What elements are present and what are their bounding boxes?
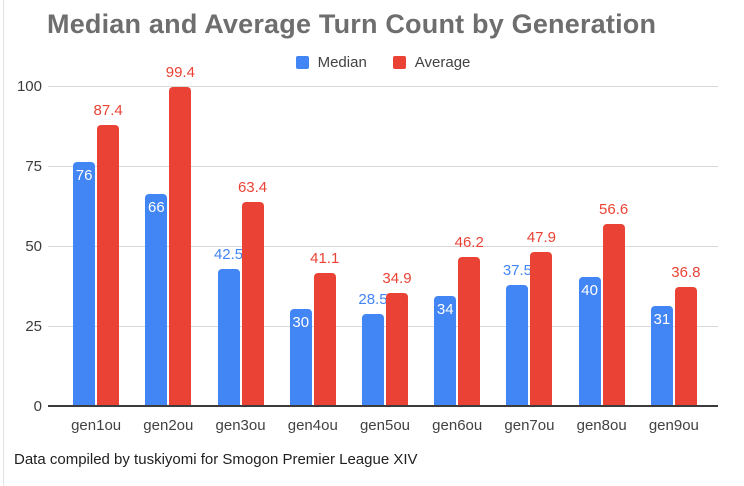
left-edge-divider — [3, 0, 4, 486]
bar-median-gen1ou[interactable]: 76 — [73, 161, 96, 405]
legend-item-average[interactable]: Average — [392, 54, 471, 71]
value-label-average-gen2ou: 99.4 — [165, 63, 195, 81]
bar-average-gen8ou[interactable]: 56.6 — [599, 201, 628, 405]
y-axis-tick-label-50: 50 — [25, 238, 42, 255]
value-label-median-gen6ou: 34 — [436, 301, 454, 319]
legend-item-median[interactable]: Median — [295, 54, 367, 71]
x-axis-label-gen5ou: gen5ou — [359, 417, 411, 434]
bar-median-gen8ou[interactable]: 40 — [578, 277, 601, 405]
bar-group-gen4ou: 30 41.1 — [277, 87, 349, 405]
bar-average-gen3ou[interactable]: 63.4 — [238, 179, 267, 405]
x-axis-line — [48, 405, 718, 407]
y-axis-tick-label-25: 25 — [25, 318, 42, 335]
footer-note: Data compiled by tuskiyomi for Smogon Pr… — [14, 451, 418, 468]
bar-average-gen6ou[interactable]: 46.2 — [455, 234, 484, 405]
legend-label: Median — [317, 54, 367, 71]
value-label-average-gen3ou: 63.4 — [237, 179, 268, 197]
x-axis-label-gen6ou: gen6ou — [432, 417, 483, 434]
chart-title: Median and Average Turn Count by Generat… — [47, 9, 657, 39]
value-label-average-gen8ou: 56.6 — [599, 200, 629, 218]
value-label-average-gen1ou: 87.4 — [93, 102, 123, 120]
bar-group-gen2ou: 66 99.4 — [132, 64, 204, 405]
value-label-median-gen5ou: 28.5 — [358, 290, 388, 308]
bar-average-gen5ou[interactable]: 34.9 — [382, 270, 412, 405]
bar-median-gen6ou[interactable]: 34 — [434, 296, 457, 405]
bar-group-gen1ou: 76 87.4 — [60, 87, 132, 405]
bar-average-gen9ou[interactable]: 36.8 — [671, 264, 700, 405]
value-label-median-gen9ou: 31 — [653, 310, 671, 328]
bar-median-gen9ou[interactable]: 31 — [650, 305, 673, 405]
x-axis-label-gen2ou: gen2ou — [143, 417, 194, 434]
value-label-median-gen7ou: 37.5 — [502, 262, 533, 279]
value-label-average-gen7ou: 47.9 — [526, 228, 557, 246]
gridline-50 — [48, 246, 718, 247]
bar-group-gen7ou: 37.5 47.9 — [493, 87, 565, 405]
legend-swatch-average — [392, 56, 406, 69]
y-axis-tick-label-100: 100 — [16, 78, 42, 95]
y-axis-tick-label-75: 75 — [25, 158, 42, 175]
bar-median-gen2ou[interactable]: 66 — [145, 193, 168, 405]
bar-median-gen5ou[interactable]: 28.5 — [358, 291, 388, 405]
bar-average-gen1ou[interactable]: 87.4 — [94, 102, 123, 405]
bar-median-gen3ou[interactable]: 42.5 — [214, 246, 243, 405]
x-axis-label-gen3ou: gen3ou — [215, 417, 266, 434]
legend-swatch-median — [295, 56, 309, 69]
bar-average-gen7ou[interactable]: 47.9 — [527, 229, 556, 405]
y-axis-tick-label-0: 0 — [33, 398, 42, 415]
value-label-average-gen4ou: 41.1 — [310, 250, 340, 268]
gridline-100 — [48, 86, 718, 87]
bar-group-gen3ou: 42.5 63.4 — [204, 87, 276, 405]
value-label-median-gen8ou: 40 — [581, 282, 598, 299]
x-axis-label-gen4ou: gen4ou — [287, 417, 338, 434]
gridline-75 — [48, 166, 718, 167]
value-label-average-gen5ou: 34.9 — [382, 270, 412, 288]
bar-group-gen8ou: 40 56.6 — [566, 87, 638, 405]
bar-median-gen7ou[interactable]: 37.5 — [503, 262, 532, 405]
bar-group-gen5ou: 28.5 34.9 — [349, 87, 421, 405]
value-label-median-gen2ou: 66 — [147, 198, 165, 216]
bars-layer: 76 87.4 66 99.4 42.5 63.4 30 41.1 28.5 34.9 34 46.2… — [60, 64, 710, 405]
plot-area: 76 87.4 66 99.4 42.5 63.4 30 41.1 28.5 34.9 34 46.2… — [17, 64, 718, 434]
bar-group-gen9ou: 31 36.8 — [638, 87, 710, 405]
x-axis-labels: gen1ou gen2ou gen3ou gen4ou gen5ou gen6ou gen7… — [60, 417, 710, 434]
bar-average-gen4ou[interactable]: 41.1 — [310, 250, 339, 405]
x-axis-label-gen1ou: gen1ou — [71, 417, 122, 434]
value-label-average-gen9ou: 36.8 — [671, 264, 701, 282]
value-label-median-gen3ou: 42.5 — [213, 246, 244, 263]
value-label-median-gen4ou: 30 — [292, 314, 310, 331]
x-axis-label-gen8ou: gen8ou — [576, 417, 627, 434]
value-label-median-gen1ou: 76 — [75, 166, 93, 184]
bar-group-gen6ou: 34 46.2 — [421, 87, 493, 405]
bar-median-gen4ou[interactable]: 30 — [289, 309, 312, 405]
value-label-average-gen6ou: 46.2 — [454, 234, 484, 252]
x-axis-label-gen7ou: gen7ou — [504, 417, 555, 434]
bar-average-gen2ou[interactable]: 99.4 — [166, 64, 195, 405]
chart-legend: Median Average — [48, 54, 718, 71]
x-axis-label-gen9ou: gen9ou — [648, 417, 699, 434]
legend-label: Average — [414, 54, 471, 71]
